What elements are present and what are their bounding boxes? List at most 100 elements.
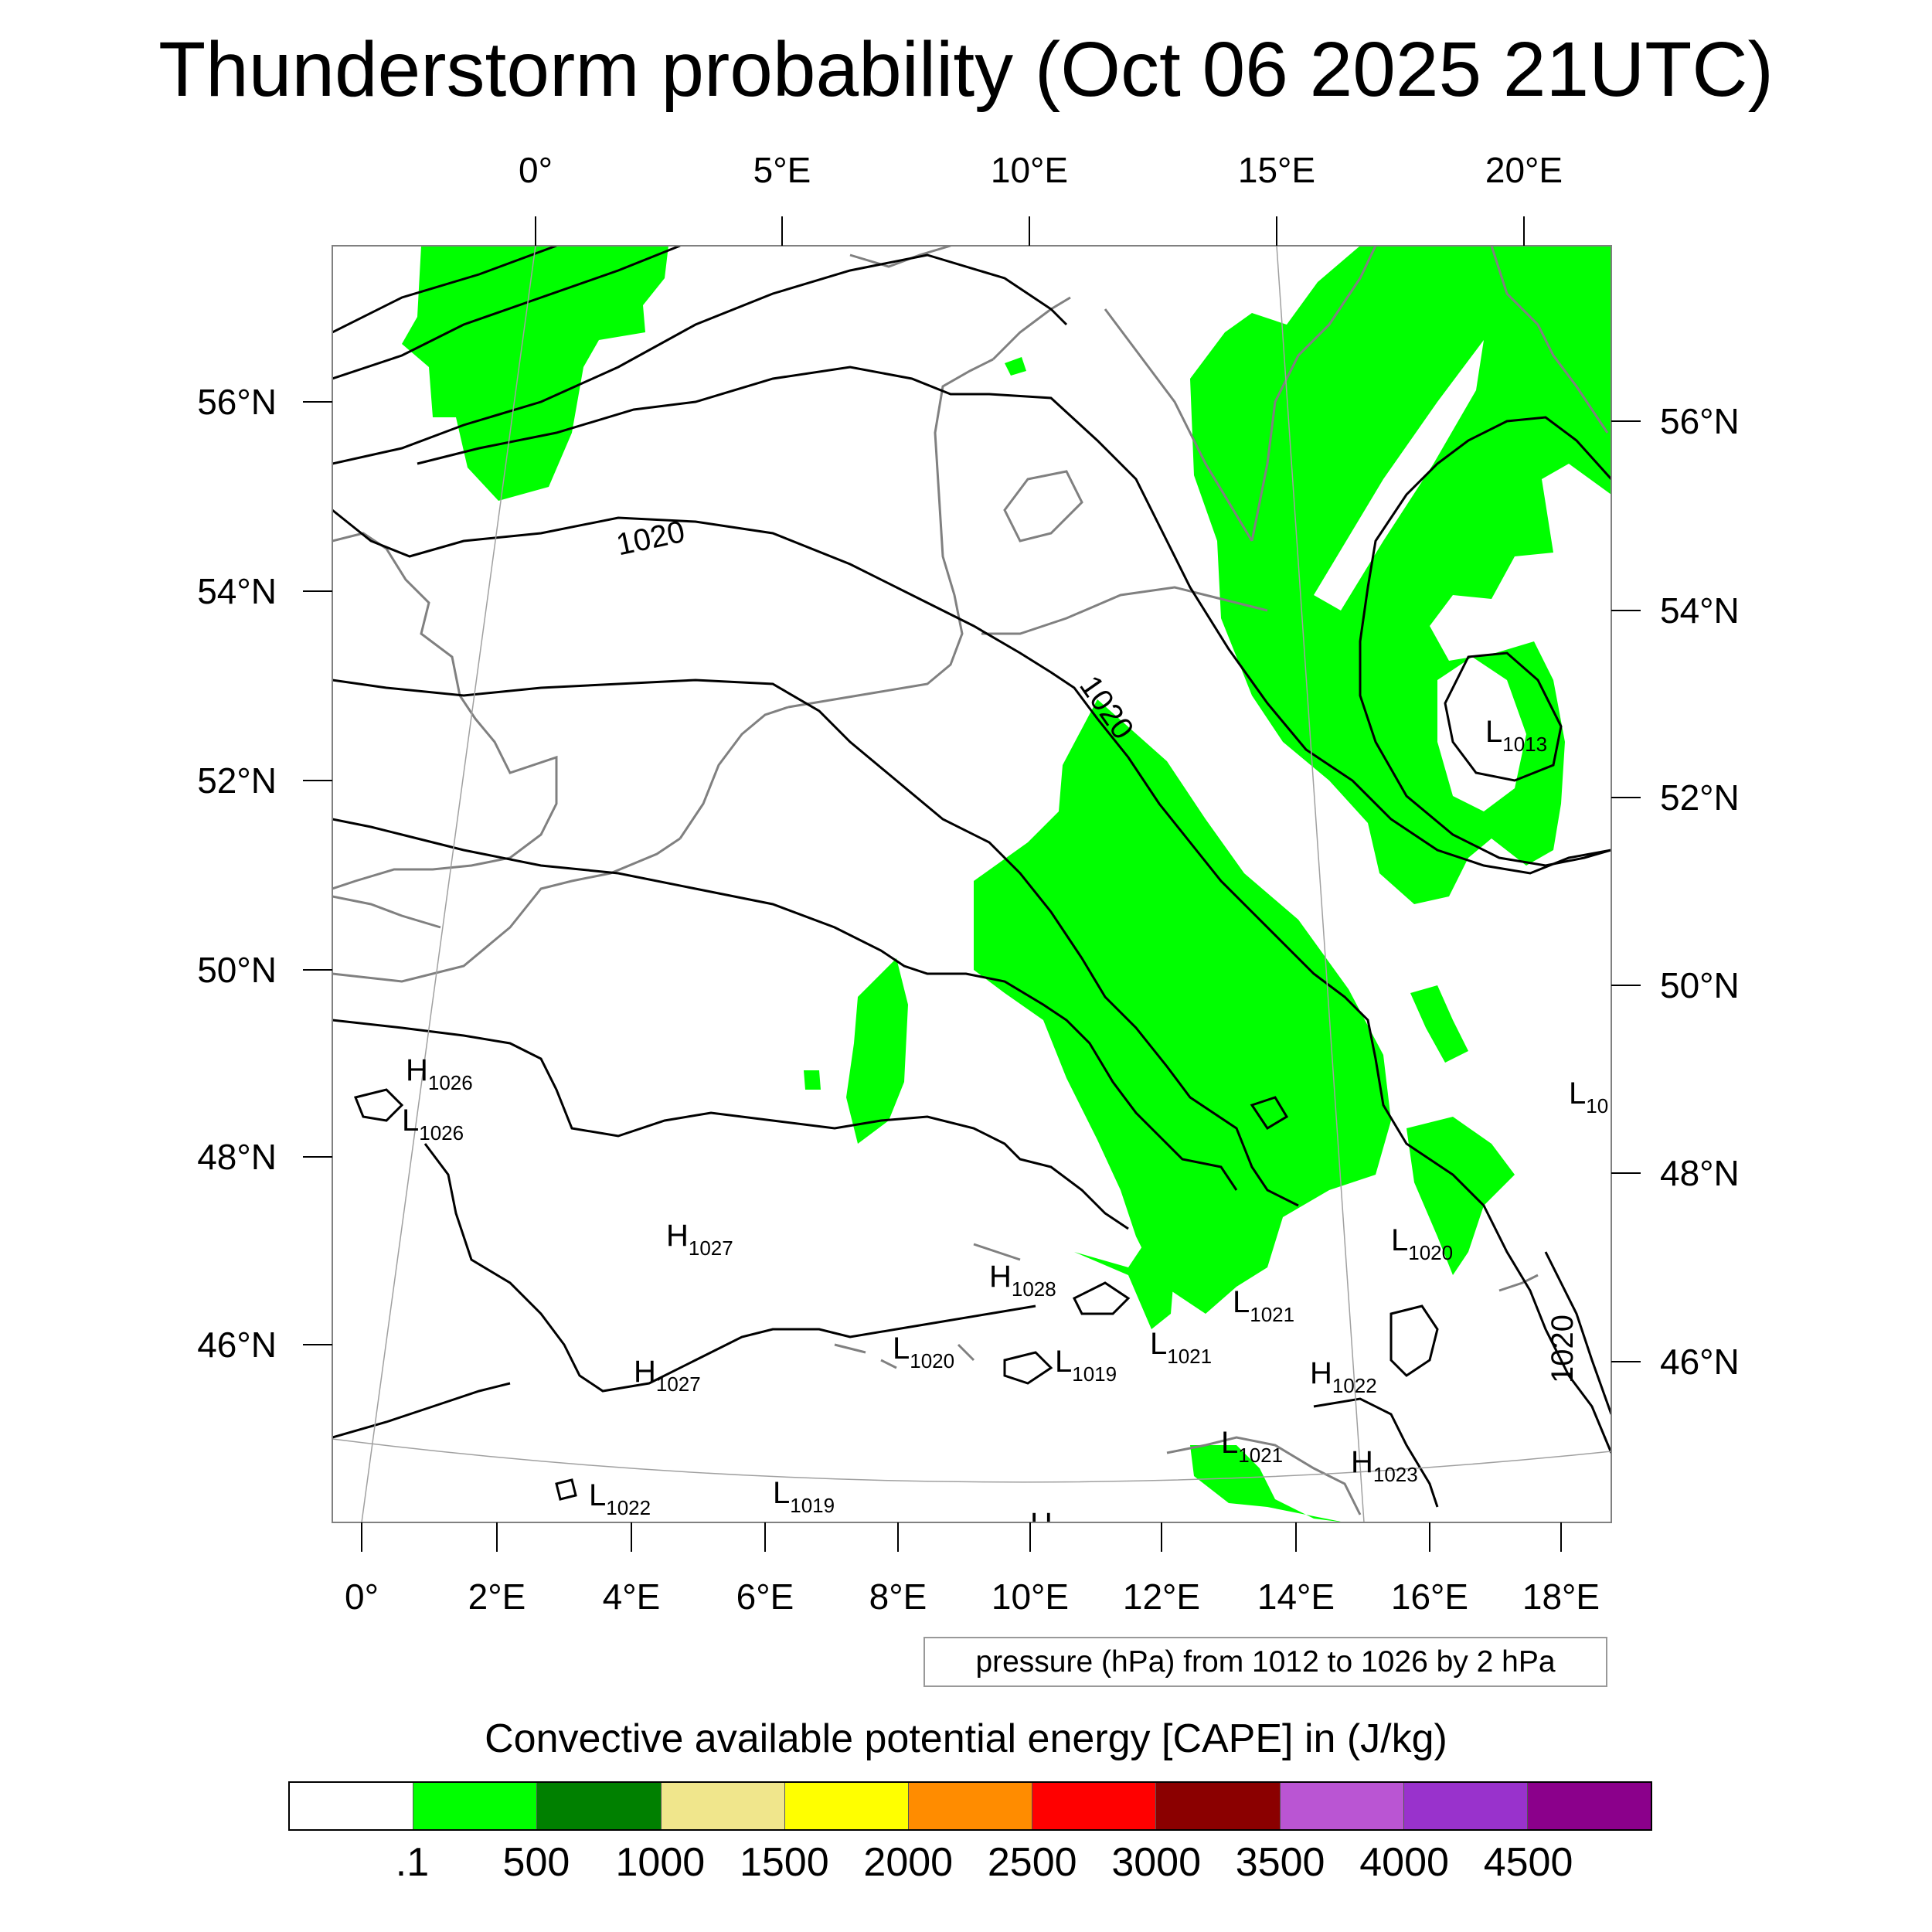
colorbar-swatch [1280,1783,1404,1829]
colorbar-swatch [1032,1783,1157,1829]
left-lat-label: 52°N [197,760,277,801]
pressure-center-h-edge: H [1030,1507,1053,1541]
bottom-lon-label: 18°E [1522,1577,1600,1617]
bottom-lon-label: 16°E [1391,1577,1468,1617]
top-lon-labels: 0° 5°E 10°E 15°E 20°E [519,150,1563,190]
isobar-dot-3 [555,1478,577,1501]
cape-area-alps [1074,1221,1175,1329]
colorbar-swatch [1403,1783,1528,1829]
isobar-2 [332,246,681,380]
isobars [332,246,1611,1508]
cape-area-dot-1 [804,1070,821,1090]
coast-sweden-east [1250,246,1377,542]
pressure-center-l1021-austria: L1021 [1233,1285,1294,1326]
parallel-45n [332,1438,1611,1483]
colorbar-label: .1 [395,1840,430,1885]
graticule [332,246,1611,1522]
left-lat-label: 50°N [197,950,277,990]
pressure-center-h1026-west: H1026 [406,1053,473,1094]
colorbar-label: 2500 [987,1840,1077,1885]
colorbar-swatch [413,1783,538,1829]
colorbar-swatch [908,1783,1033,1829]
coast-adriatic [1166,1436,1362,1515]
pressure-center-l1021-adriatic: L1021 [1221,1426,1283,1467]
left-lat-labels: 56°N 54°N 52°N 50°N 48°N 46°N [197,382,277,1365]
pressure-info-box: pressure (hPa) from 1012 to 1026 by 2 hP… [923,1637,1607,1687]
bottom-lon-label: 8°E [869,1577,927,1617]
right-lat-label: 48°N [1660,1153,1740,1193]
isobar-alps-small-2 [1003,1351,1053,1385]
isobar-9 [423,1143,1036,1393]
bottom-lon-label: 2°E [468,1577,526,1617]
colorbar-label: 1500 [739,1840,829,1885]
pressure-center-l1026-west: L1026 [402,1104,464,1145]
bottom-lon-labels: 0° 2°E 4°E 6°E 8°E 10°E 12°E 14°E 16°E 1… [345,1577,1600,1617]
coast-gb-south [332,895,441,929]
top-lon-label: 5°E [753,150,811,190]
colorbar-label: 500 [502,1840,570,1885]
cape-area-small-denmark [1005,357,1026,376]
isobar-low-1013 [1444,651,1563,782]
cape-area-czech-dots [1410,985,1468,1063]
coast-lakes-alps [834,1343,975,1369]
cape-fields [402,246,1611,1522]
coast-low-countries [679,706,789,839]
top-lon-label: 20°E [1485,150,1563,190]
right-lat-label: 54°N [1660,590,1740,631]
coast-france-north [332,837,681,983]
coast-sweden-south [1104,308,1253,542]
bottom-lon-label: 0° [345,1577,379,1617]
top-lon-label: 10°E [991,150,1068,190]
meridian-15e [1276,246,1365,1522]
bottom-lon-label: 14°E [1257,1577,1335,1617]
isobar-balkan [1313,1397,1439,1508]
colorbar-swatch [784,1783,909,1829]
left-lat-label: 48°N [197,1137,277,1177]
cape-area-north-sea [402,246,668,501]
isobar-dot-2 [1250,1096,1289,1131]
right-lat-labels: 56°N 54°N 52°N 50°N 48°N 46°N [1660,401,1740,1382]
isobar-6 [332,679,1299,1207]
colorbar-label: 4500 [1483,1840,1573,1885]
cape-colorbar [288,1781,1652,1831]
cape-area-low-hole [1437,657,1526,811]
coast-jutland-north [992,296,1071,361]
pressure-center-h1028-alps: H1028 [989,1260,1056,1301]
pressure-center-h1027-france: H1027 [666,1219,733,1260]
colorbar-label: 2000 [863,1840,954,1885]
tick-marks [303,216,1641,1552]
pressure-center-l1021-italy: L1021 [1150,1327,1212,1368]
pressure-center-l10-edge: L10 [1569,1077,1608,1117]
cape-area-slovakia [1406,1117,1515,1275]
isobar-dot-1 [353,1088,404,1122]
left-lat-label: 46°N [197,1325,277,1365]
top-lon-label: 0° [519,150,553,190]
bottom-lon-label: 12°E [1123,1577,1200,1617]
coast-baltic-south [981,586,1268,635]
isobar-4 [417,366,1611,875]
isobar-7 [332,818,1238,1191]
isobar-3 [332,253,1068,465]
pressure-center-h1023-croatia: H1023 [1351,1445,1418,1486]
plot-frame [332,245,1612,1523]
legend-title: Convective available potential energy [C… [485,1716,1447,1761]
pressure-center-h1022-slovenia: H1022 [1310,1356,1377,1397]
cape-area-west-germany [846,958,908,1144]
colorbar-labels: .1 500 1000 1500 2000 2500 3000 3500 400… [288,1838,1652,1892]
bottom-lon-label: 10°E [992,1577,1069,1617]
right-lat-label: 46°N [1660,1342,1740,1382]
bottom-lon-label: 6°E [736,1577,794,1617]
pressure-center-l1022-south: L1022 [589,1478,651,1519]
coast-lake-geneva [973,1243,1021,1261]
colorbar-label: 3000 [1111,1840,1202,1885]
right-lat-label: 56°N [1660,401,1740,441]
colorbar-label: 4000 [1359,1840,1449,1885]
top-lon-label: 15°E [1238,150,1315,190]
coast-baltic-east [1490,246,1609,434]
left-lat-label: 56°N [197,382,277,422]
bottom-lon-label: 4°E [603,1577,661,1617]
isobar-alps-small-1 [1072,1281,1131,1315]
contour-label-1020-north: 1020 [614,515,688,563]
coast-gb-east [332,532,558,890]
